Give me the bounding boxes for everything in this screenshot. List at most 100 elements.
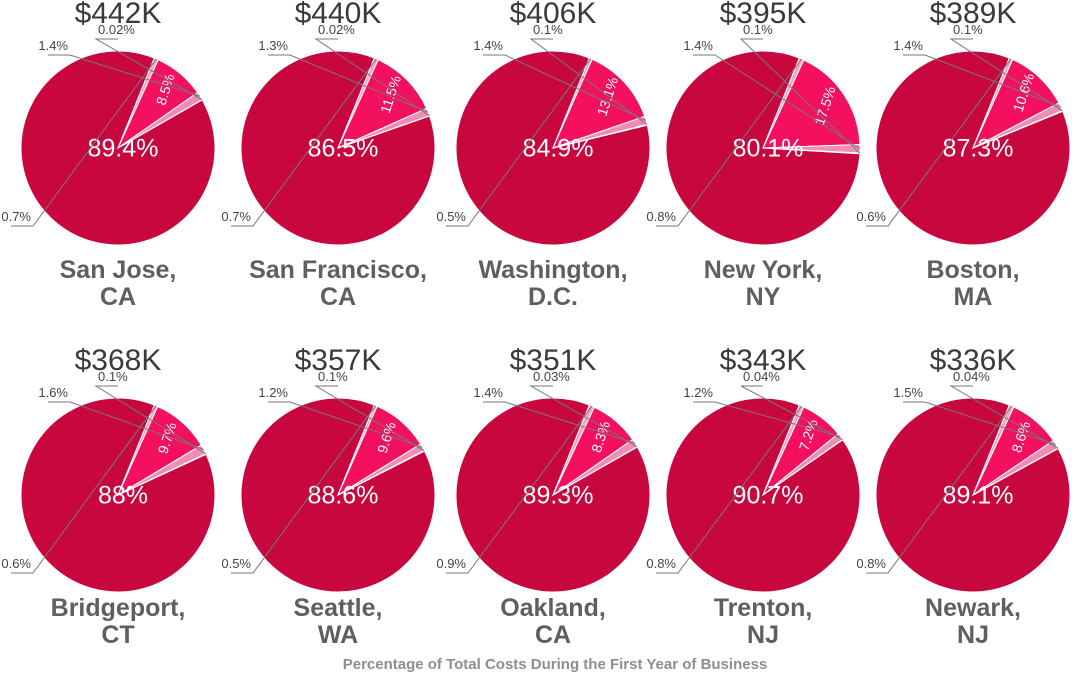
- leader-line: [446, 58, 592, 227]
- leader-line: [903, 54, 1061, 108]
- pie-total-label: $336K: [930, 344, 1017, 377]
- pie-fourth-percent: 0.03%: [533, 369, 570, 384]
- leader-line: [48, 401, 204, 450]
- pie-slice-second: [762, 59, 861, 149]
- pie-fifth-percent: 0.6%: [856, 209, 886, 224]
- pie-city-label: Boston, MA: [926, 256, 1019, 311]
- pie-fourth-percent: 0.02%: [98, 22, 135, 37]
- leader-line: [740, 385, 843, 441]
- pie-total-label: $406K: [510, 0, 597, 30]
- leader-line: [866, 405, 1013, 574]
- pie-total-label: $368K: [75, 344, 162, 377]
- pie-fourth-percent: 0.02%: [318, 22, 355, 37]
- leader-line: [529, 385, 638, 448]
- pie-main-percent: 90.7%: [733, 482, 804, 510]
- pie-total-label: $343K: [720, 344, 807, 377]
- leader-line: [11, 405, 157, 574]
- pie-fourth-percent: 0.1%: [533, 22, 563, 37]
- pie-fifth-percent: 0.6%: [1, 556, 31, 571]
- leader-line: [693, 54, 861, 150]
- leader-line: [693, 401, 841, 438]
- pie-third-percent: 1.4%: [473, 385, 503, 400]
- leader-line: [268, 401, 423, 448]
- pie-slice-second: [552, 58, 646, 149]
- pie-fourth-percent: 0.1%: [953, 22, 983, 37]
- pie-third-percent: 1.6%: [38, 385, 68, 400]
- leader-line: [94, 385, 207, 455]
- pie-main-percent: 84.9%: [523, 135, 594, 163]
- leader-line: [314, 385, 425, 452]
- pie-total-label: $357K: [295, 344, 382, 377]
- pie-city-label: New York, NY: [704, 256, 823, 311]
- pie-third-percent: 1.3%: [258, 38, 288, 53]
- leader-line: [94, 38, 203, 101]
- leader-line: [231, 405, 377, 574]
- leader-line: [866, 58, 1012, 227]
- pie-city-label: Seattle, WA: [294, 594, 383, 649]
- leader-line: [949, 38, 1063, 112]
- pie-total-label: $395K: [720, 0, 807, 30]
- pie-fifth-percent: 0.5%: [221, 556, 251, 571]
- pie-fourth-percent: 0.04%: [743, 369, 780, 384]
- pie-fourth-percent: 0.1%: [743, 22, 773, 37]
- pie-main-percent: 89.1%: [943, 482, 1014, 510]
- pie-main-percent: 86.5%: [308, 135, 379, 163]
- pie-city-label: San Jose, CA: [60, 256, 177, 311]
- pie-main-percent: 89.3%: [523, 482, 594, 510]
- pie-total-label: $442K: [75, 0, 162, 30]
- pie-fifth-percent: 0.8%: [646, 209, 676, 224]
- pie-fifth-percent: 0.7%: [221, 209, 251, 224]
- pie-fourth-percent: 0.1%: [98, 369, 128, 384]
- pie-third-percent: 1.2%: [258, 385, 288, 400]
- pie-main-percent: 80.1%: [733, 135, 804, 163]
- pie-fifth-percent: 0.7%: [1, 209, 31, 224]
- leader-line: [48, 54, 201, 97]
- pie-third-percent: 1.4%: [893, 38, 923, 53]
- leader-line: [949, 385, 1059, 449]
- leader-line: [656, 58, 803, 227]
- pie-main-percent: 88.6%: [308, 482, 379, 510]
- pie-city-label: San Francisco, CA: [249, 256, 427, 311]
- pie-fifth-percent: 0.5%: [436, 209, 466, 224]
- pie-fifth-percent: 0.8%: [856, 556, 886, 571]
- leader-line: [268, 54, 429, 113]
- pie-total-label: $351K: [510, 344, 597, 377]
- pie-total-label: $440K: [295, 0, 382, 30]
- pie-main-percent: 88%: [98, 482, 148, 510]
- leader-line: [231, 58, 377, 227]
- pie-fourth-percent: 0.1%: [318, 369, 348, 384]
- pie-third-percent: 1.5%: [893, 385, 923, 400]
- pie-main-percent: 87.3%: [943, 135, 1014, 163]
- pie-third-percent: 1.4%: [38, 38, 68, 53]
- leader-line: [446, 405, 593, 574]
- leader-line: [529, 38, 648, 126]
- pie-fourth-percent: 0.04%: [953, 369, 990, 384]
- pie-city-label: Trenton, NJ: [714, 594, 813, 649]
- leader-line: [656, 405, 803, 574]
- leader-line: [483, 54, 647, 121]
- pie-slice-second: [336, 59, 428, 149]
- pie-third-percent: 1.2%: [683, 385, 713, 400]
- pie-third-percent: 1.4%: [683, 38, 713, 53]
- leader-line: [903, 401, 1056, 445]
- leader-line: [11, 58, 157, 227]
- leader-line: [739, 38, 861, 154]
- pie-third-percent: 1.4%: [473, 38, 503, 53]
- pie-city-label: Oakland, CA: [500, 594, 606, 649]
- pie-city-label: Newark, NJ: [925, 594, 1021, 649]
- chart-footer-caption: Percentage of Total Costs During the Fir…: [342, 656, 768, 673]
- pie-city-label: Bridgeport, CT: [51, 594, 186, 649]
- pie-total-label: $389K: [930, 0, 1017, 30]
- pie-main-percent: 89.4%: [88, 135, 159, 163]
- leader-line: [314, 38, 430, 117]
